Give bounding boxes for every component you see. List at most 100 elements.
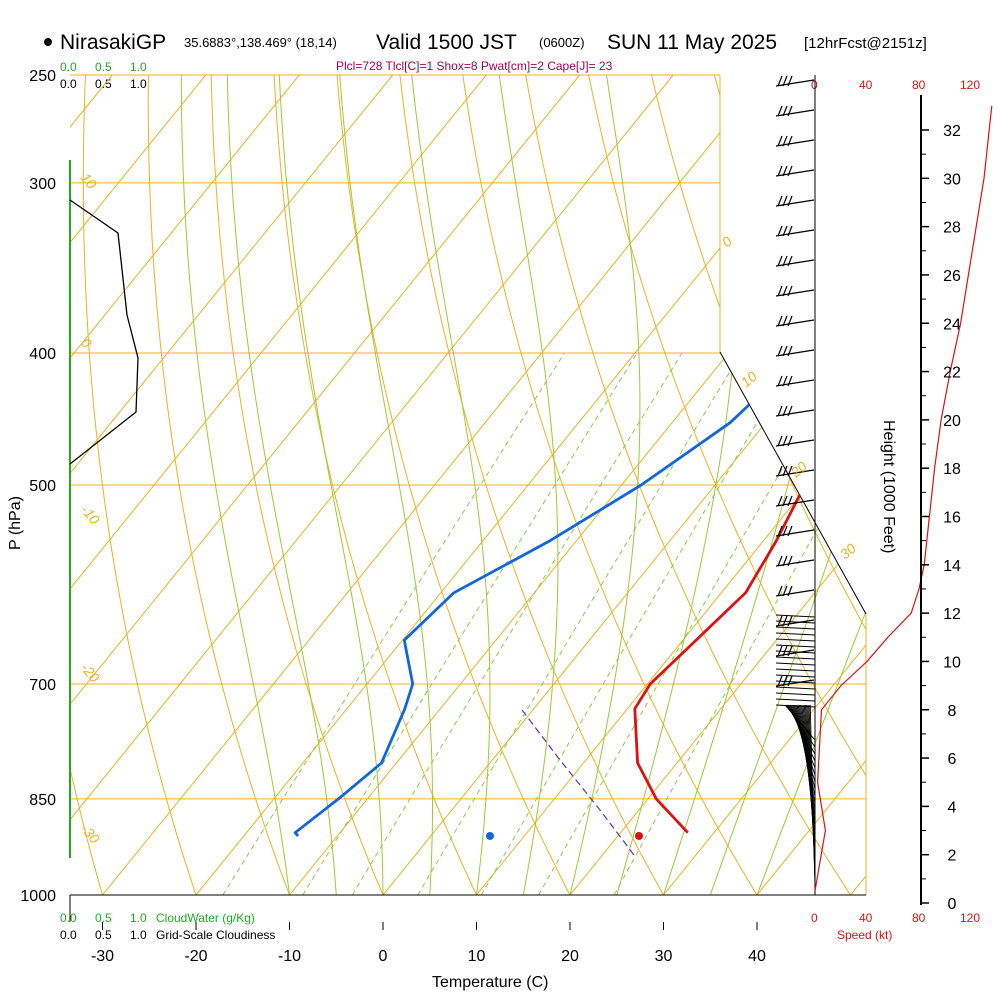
- wind-barb-flag: [787, 675, 793, 687]
- speed-top-1: 40: [859, 78, 873, 92]
- wind-barb-flag: [787, 315, 793, 327]
- wind-barb-flag: [777, 435, 783, 447]
- wind-barb-flag: [782, 165, 788, 177]
- x-tick--30: -30: [91, 948, 114, 965]
- speed-bottom-0: 0: [811, 911, 818, 925]
- moist-adiabat-line: [180, 75, 290, 895]
- wind-barb-shaft: [775, 698, 816, 702]
- wind-barb-flag: [777, 105, 783, 117]
- isotherm-line: [70, 75, 674, 895]
- wind-barb-flag: [782, 75, 788, 87]
- wind-barb-flag: [777, 195, 783, 207]
- wind-barb-shaft: [775, 638, 816, 642]
- isotherm-line: [850, 75, 866, 895]
- wind-barb-flag: [787, 345, 793, 357]
- dry-adiabat-label-10: 10: [738, 368, 760, 390]
- mixing-ratio-line: [538, 352, 851, 895]
- cloudiness-profile: [69, 199, 139, 465]
- wind-barb-flag: [782, 405, 788, 417]
- cw-top-2: 1.0: [130, 60, 147, 74]
- wind-barb-shaft: [775, 169, 815, 177]
- height-tick-10: 10: [943, 654, 961, 671]
- wind-barb-shaft: [775, 704, 816, 708]
- wind-barb-shaft: [775, 229, 815, 237]
- height-tick-16: 16: [943, 510, 961, 527]
- wind-barb-shaft: [775, 692, 816, 696]
- wind-barb: [775, 285, 815, 297]
- wind-barb-flag: [777, 495, 783, 507]
- isotherm-label--20: -20: [78, 660, 103, 686]
- height-tick-26: 26: [943, 268, 961, 285]
- wind-barb-flag: [777, 375, 783, 387]
- cw-bottom-2: 1.0: [130, 911, 147, 925]
- pressure-axis-label: P (hPa): [7, 496, 24, 550]
- height-tick-18: 18: [943, 461, 961, 478]
- temperature-axis-label: Temperature (C): [432, 974, 548, 991]
- pressure-tick-700: 700: [29, 677, 56, 694]
- station-name: NirasakiGP: [60, 31, 166, 54]
- chart-header: NirasakiGP 35.6883°,138.469° (18,14) Val…: [44, 31, 927, 73]
- wind-barb-shaft: [775, 199, 815, 207]
- wind-barb-flag: [787, 75, 793, 87]
- wind-barb-flag: [777, 285, 783, 297]
- speed-bottom-2: 80: [912, 911, 926, 925]
- wind-barb-shaft: [775, 620, 816, 624]
- wind-barb-shaft: [775, 650, 816, 654]
- wind-barb-shaft: [775, 632, 816, 636]
- wind-barb-flag: [787, 105, 793, 117]
- wind-barb-shaft: [775, 349, 815, 357]
- wind-barb-flag: [777, 585, 783, 597]
- mixing-ratio-label-8: 8: [472, 901, 487, 915]
- mixing-ratio-line: [351, 352, 683, 895]
- forecast-label: [12hrFcst@2151z]: [804, 35, 927, 52]
- plot-frame: [69, 74, 867, 922]
- height-tick-28: 28: [943, 220, 961, 237]
- pressure-tick-500: 500: [29, 478, 56, 495]
- dry-adiabat-line: [0, 75, 9, 895]
- moist-adiabat-line: [226, 75, 337, 895]
- height-tick-2: 2: [948, 848, 957, 865]
- dry-adiabat-line: [966, 75, 1000, 895]
- isotherm-label--10: -10: [78, 502, 103, 528]
- wind-barb-flag: [782, 495, 788, 507]
- cw-bottom-0: 0.0: [60, 911, 77, 925]
- dry-adiabat-label-30: 30: [837, 540, 859, 562]
- wind-barb-shaft: [775, 439, 815, 447]
- moist-adiabat-line: [339, 75, 433, 895]
- wind-barb-shaft: [775, 289, 815, 297]
- wind-barb-shaft: [775, 559, 815, 567]
- temperature-ticks: -30 -20 -10 0 10 20 30 40: [91, 922, 766, 965]
- speed-top-2: 80: [912, 78, 926, 92]
- dry-adiabat-line: [588, 75, 866, 895]
- pressure-tick-850: 850: [29, 792, 56, 809]
- wind-barb-flag: [782, 225, 788, 237]
- mixing-ratio-label-3: 3: [343, 901, 358, 915]
- valid-z: (0600Z): [539, 35, 585, 50]
- dry-adiabat-line: [82, 75, 197, 895]
- speed-bottom-1: 40: [859, 911, 873, 925]
- pressure-tick-250: 250: [29, 68, 56, 85]
- moist-adiabat-line: [498, 75, 559, 895]
- wind-barb-shaft: [775, 619, 815, 627]
- wind-barb-flag: [777, 225, 783, 237]
- cl-bottom-1: 0.5: [95, 928, 112, 942]
- isotherm-line: [70, 75, 207, 895]
- height-tick-30: 30: [943, 171, 961, 188]
- wind-barb-shaft: [775, 662, 816, 666]
- wind-barb-shaft: [775, 626, 816, 630]
- wind-barb-flag: [782, 195, 788, 207]
- wind-barb-flag: [787, 465, 793, 477]
- wind-barb-flag: [777, 315, 783, 327]
- pressure-ticks: 250 300 400 500 700 850 1000: [20, 68, 56, 905]
- wind-barb: [775, 405, 815, 417]
- wind-barb-shaft: [775, 680, 816, 684]
- wind-barb: [775, 105, 815, 117]
- wind-barb: [775, 345, 815, 357]
- height-tick-0: 0: [948, 896, 957, 913]
- wind-barb-flag: [777, 75, 783, 87]
- wind-barb-flag: [777, 465, 783, 477]
- wind-barb-flag: [787, 165, 793, 177]
- dry-adiabat-line: [525, 75, 851, 895]
- height-tick-14: 14: [943, 558, 961, 575]
